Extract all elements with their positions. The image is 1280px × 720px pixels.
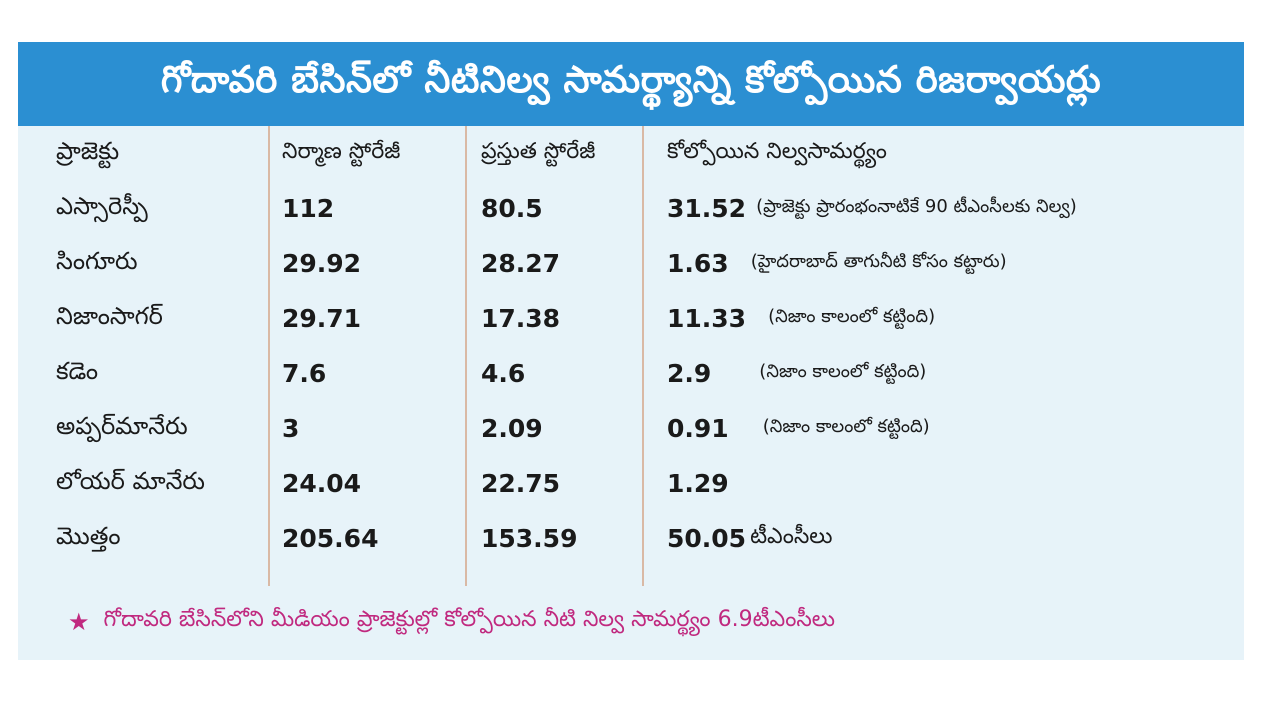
lost-capacity-cell: 11.33 (నిజాం కాలంలో కట్టింది) <box>667 291 935 346</box>
current-storage: 17.38 <box>481 304 561 333</box>
current-storage: 4.6 <box>481 359 526 388</box>
project-name: కడెం <box>56 356 99 385</box>
lost-capacity: 31.52 <box>667 194 747 223</box>
built-storage: 205.64 <box>282 524 379 553</box>
lost-capacity: 1.63 <box>667 249 729 278</box>
current-storage: 22.75 <box>481 469 561 498</box>
built-storage: 3 <box>282 414 300 443</box>
header-current-storage: ప్రస్తుత స్టోరేజీ <box>481 138 596 164</box>
footer-text: గోదావరి బేసిన్‌లోని మీడియం ప్రాజెక్టుల్ల… <box>103 607 836 632</box>
lost-capacity: 2.9 <box>667 359 712 388</box>
project-name: అప్పర్‌మానేరు <box>56 411 188 440</box>
current-storage: 2.09 <box>481 414 543 443</box>
header-lost-capacity: కోల్పోయిన నిల్వసామర్థ్యం <box>667 138 887 164</box>
project-name: లోయర్ మానేరు <box>56 466 205 495</box>
column-divider <box>642 126 644 586</box>
table-row: అప్పర్‌మానేరు 3 2.09 0.91 (నిజాం కాలంలో … <box>18 401 1244 456</box>
current-storage: 80.5 <box>481 194 543 223</box>
current-storage: 153.59 <box>481 524 578 553</box>
table-row: నిజాంసాగర్ 29.71 17.38 11.33 (నిజాం కాలం… <box>18 291 1244 346</box>
project-name: ఎస్సారెస్పీ <box>56 191 148 220</box>
table-row: కడెం 7.6 4.6 2.9 (నిజాం కాలంలో కట్టింది) <box>18 346 1244 401</box>
lost-capacity: 0.91 <box>667 414 729 443</box>
current-storage: 28.27 <box>481 249 561 278</box>
footer-note: ★ గోదావరి బేసిన్‌లోని మీడియం ప్రాజెక్టుల… <box>18 590 1244 654</box>
row-note: (నిజాం కాలంలో కట్టింది) <box>762 416 930 437</box>
lost-capacity: 11.33 <box>667 304 747 333</box>
lost-capacity-cell: 1.63 (హైదరాబాద్ తాగునీటి కోసం కట్టారు) <box>667 236 1007 291</box>
reservoir-table: ప్రాజెక్టు నిర్మాణ స్టోరేజీ ప్రస్తుత స్ట… <box>18 126 1244 566</box>
infographic-card: గోదావరి బేసిన్‌లో నీటినిల్వ సామర్థ్యాన్న… <box>18 42 1244 660</box>
table-row: లోయర్ మానేరు 24.04 22.75 1.29 <box>18 456 1244 511</box>
column-divider <box>268 126 270 586</box>
row-note: (హైదరాబాద్ తాగునీటి కోసం కట్టారు) <box>750 251 1007 272</box>
lost-capacity: 1.29 <box>667 469 729 498</box>
project-name: సింగూరు <box>56 246 138 275</box>
built-storage: 29.71 <box>282 304 362 333</box>
row-note: (నిజాం కాలంలో కట్టింది) <box>759 361 927 382</box>
title: గోదావరి బేసిన్‌లో నీటినిల్వ సామర్థ్యాన్న… <box>18 42 1244 126</box>
header-built-storage: నిర్మాణ స్టోరేజీ <box>282 138 401 164</box>
project-name: మొత్తం <box>56 521 121 550</box>
lost-capacity: 50.05 <box>667 524 747 553</box>
row-note: (నిజాం కాలంలో కట్టింది) <box>768 306 936 327</box>
lost-capacity-cell: 50.05 టీఎంసీలు <box>667 511 833 566</box>
lost-capacity-cell: 2.9 (నిజాం కాలంలో కట్టింది) <box>667 346 926 401</box>
table-row: ఎస్సారెస్పీ 112 80.5 31.52 (ప్రాజెక్టు ప… <box>18 181 1244 236</box>
unit-label: టీఎంసీలు <box>750 523 833 549</box>
lost-capacity-cell: 1.29 <box>667 456 729 511</box>
row-note: (ప్రాజెక్టు ప్రారంభంనాటికే 90 టీఎంసీలకు … <box>756 196 1077 217</box>
project-name: నిజాంసాగర్ <box>56 301 163 330</box>
built-storage: 29.92 <box>282 249 362 278</box>
header-project: ప్రాజెక్టు <box>56 136 120 165</box>
table-row: సింగూరు 29.92 28.27 1.63 (హైదరాబాద్ తాగు… <box>18 236 1244 291</box>
column-divider <box>465 126 467 586</box>
lost-capacity-cell: 0.91 (నిజాం కాలంలో కట్టింది) <box>667 401 930 456</box>
built-storage: 112 <box>282 194 335 223</box>
built-storage: 7.6 <box>282 359 327 388</box>
built-storage: 24.04 <box>282 469 362 498</box>
total-row: మొత్తం 205.64 153.59 50.05 టీఎంసీలు <box>18 511 1244 566</box>
lost-capacity-cell: 31.52 (ప్రాజెక్టు ప్రారంభంనాటికే 90 టీఎం… <box>667 181 1077 236</box>
star-icon: ★ <box>68 608 90 636</box>
table-header-row: ప్రాజెక్టు నిర్మాణ స్టోరేజీ ప్రస్తుత స్ట… <box>18 126 1244 181</box>
